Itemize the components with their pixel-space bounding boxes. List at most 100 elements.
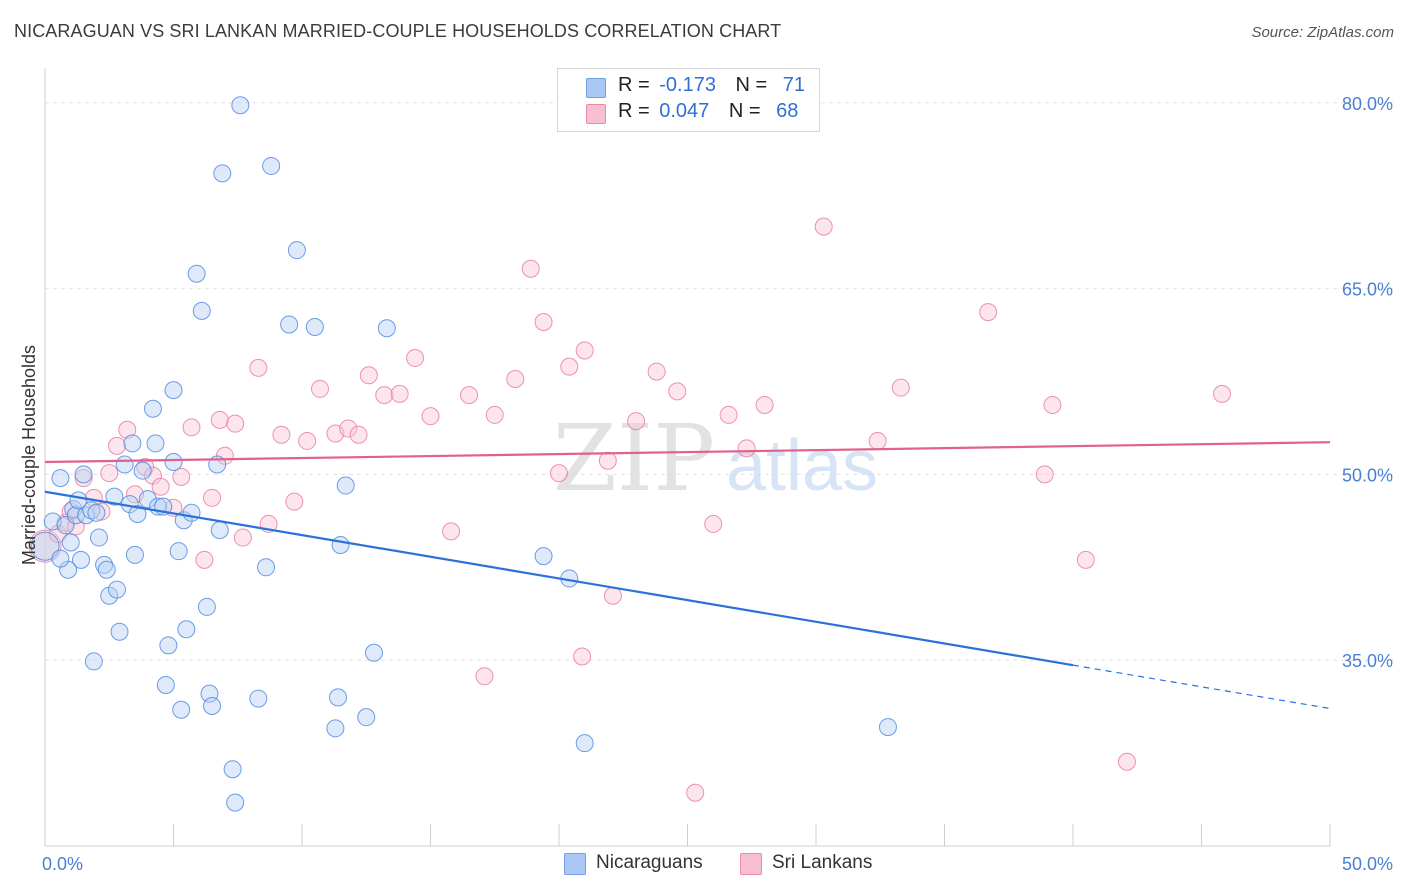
- nicaraguans-points: [30, 96, 897, 812]
- watermark: ZIP atlas: [553, 405, 878, 512]
- nicaraguans-point: [192, 301, 211, 320]
- nicaraguans-point: [115, 455, 134, 474]
- nicaraguans-point: [97, 560, 116, 579]
- nicaraguans-point: [74, 465, 93, 484]
- nicaraguans-point: [30, 531, 60, 561]
- nicaraguans-point: [110, 622, 129, 641]
- nicaraguans-point: [84, 652, 103, 671]
- sri-lankans-point: [506, 370, 525, 389]
- nicaraguans-point: [172, 700, 191, 719]
- sri-lankans-point: [891, 378, 910, 397]
- sri-lankans-point: [550, 464, 568, 483]
- trend-lines: [44, 441, 1331, 710]
- sri-lankans-point: [172, 467, 191, 486]
- chart-source: Source: ZipAtlas.com: [1251, 24, 1394, 41]
- sri-lankans-point: [349, 425, 368, 444]
- x-tick-label: 50.0%: [1342, 854, 1393, 874]
- nicaraguans-point: [164, 453, 183, 471]
- nicaraguans-point: [262, 156, 281, 175]
- sri-lankans-point: [1213, 384, 1232, 403]
- bottom-legend-sri-lankans: Sri Lankans: [772, 852, 873, 873]
- sri-lankans-point: [647, 362, 666, 381]
- nicaraguans-point: [575, 734, 594, 753]
- nicaraguans-point: [87, 503, 106, 522]
- bottom-legend-swatch-sri-lankans: [740, 853, 762, 875]
- nicaraguans-point: [61, 533, 80, 552]
- sri-lankans-point: [310, 379, 329, 398]
- nicaraguans-point: [182, 503, 201, 522]
- nicaraguans-point: [159, 636, 178, 655]
- sri-lankans-point: [575, 341, 594, 360]
- sri-lankans-point: [406, 348, 425, 367]
- sri-lankans-point: [272, 425, 291, 444]
- sri-lankans-point: [460, 386, 479, 405]
- sri-lankans-point: [390, 384, 409, 403]
- nicaraguans-point: [213, 164, 232, 183]
- legend-n-label: N =: [735, 74, 768, 96]
- sri-lankans-point: [627, 412, 646, 431]
- sri-lankans-point: [475, 667, 494, 686]
- sri-lankans-point: [107, 436, 126, 455]
- sri-lankans-point: [339, 419, 358, 438]
- nicaraguans-point: [377, 319, 396, 338]
- nicaraguans-point: [177, 620, 196, 639]
- sri-lankans-point: [979, 303, 998, 322]
- nicaraguans-point: [51, 469, 70, 488]
- nicaraguans-point: [328, 688, 347, 707]
- sri-lankans-point: [285, 492, 304, 511]
- nicaraguans-point: [280, 315, 299, 334]
- legend-n-label: N =: [728, 100, 761, 122]
- legend-n-value: 68: [776, 100, 799, 122]
- sri-lankans-point: [210, 410, 229, 429]
- legend-swatch-sri-lankans: [586, 104, 606, 124]
- sri-lankans-point: [485, 405, 504, 424]
- legend-swatch-nicaraguans: [586, 78, 606, 98]
- sri-lankans-point: [755, 396, 774, 415]
- nicaraguans-point: [164, 381, 183, 400]
- y-axis-label: Married-couple Households: [19, 345, 39, 565]
- tick-labels: 35.0% 50.0% 65.0% 80.0% 0.0% 50.0%: [42, 94, 1393, 874]
- nicaraguans-point: [138, 490, 157, 509]
- sri-lankans-point: [249, 358, 268, 377]
- nicaraguans-point: [125, 545, 144, 564]
- y-tick-label: 80.0%: [1342, 94, 1393, 114]
- legend-row-nicaraguans: R = -0.173 N = 71: [618, 74, 805, 97]
- sri-lankans-point: [686, 783, 705, 802]
- nicaraguans-point: [287, 241, 306, 260]
- legend-n-value: 71: [782, 74, 806, 96]
- legend-r-value: -0.173: [659, 74, 716, 96]
- sri-lankans-point: [151, 477, 170, 496]
- sri-lankans-point: [359, 366, 378, 385]
- sri-lankans-point: [814, 217, 833, 236]
- sri-lankans-point: [100, 464, 119, 483]
- sri-lankans-point: [195, 550, 214, 569]
- sri-lankans-point: [375, 386, 394, 405]
- x-tick-label: 0.0%: [42, 854, 83, 874]
- nicaraguans-point: [82, 501, 101, 520]
- nicaraguans-point: [128, 505, 147, 524]
- sri-lankans-point: [573, 647, 592, 666]
- bottom-legend-nicaraguans: Nicaraguans: [596, 852, 703, 873]
- grid-lines: [45, 102, 1393, 661]
- sri-lankans-point: [1076, 550, 1095, 569]
- nicaraguans-point: [197, 597, 216, 616]
- bottom-legend-swatch-nicaraguans: [564, 853, 586, 875]
- nicaraguans-point: [534, 547, 553, 566]
- sri-lankans-point: [534, 313, 553, 332]
- sri-lankans-point: [182, 418, 201, 437]
- sri-lankans-point: [719, 405, 738, 424]
- sri-lankans-points: [28, 217, 1232, 802]
- nicaraguans-point: [210, 521, 229, 540]
- nicaraguans-point: [336, 476, 355, 495]
- sri-lankans-trend-line: [44, 441, 1331, 464]
- nicaraguans-trend-line: [44, 490, 1074, 667]
- watermark-atlas: atlas: [726, 426, 878, 506]
- nicaraguans-point: [223, 760, 242, 779]
- sri-lankans-point: [868, 431, 887, 450]
- sri-lankans-point: [668, 382, 687, 401]
- nicaraguans-point: [133, 461, 152, 480]
- sri-lankans-point: [598, 451, 617, 470]
- y-tick-label: 65.0%: [1342, 280, 1393, 300]
- nicaraguans-point: [305, 317, 324, 336]
